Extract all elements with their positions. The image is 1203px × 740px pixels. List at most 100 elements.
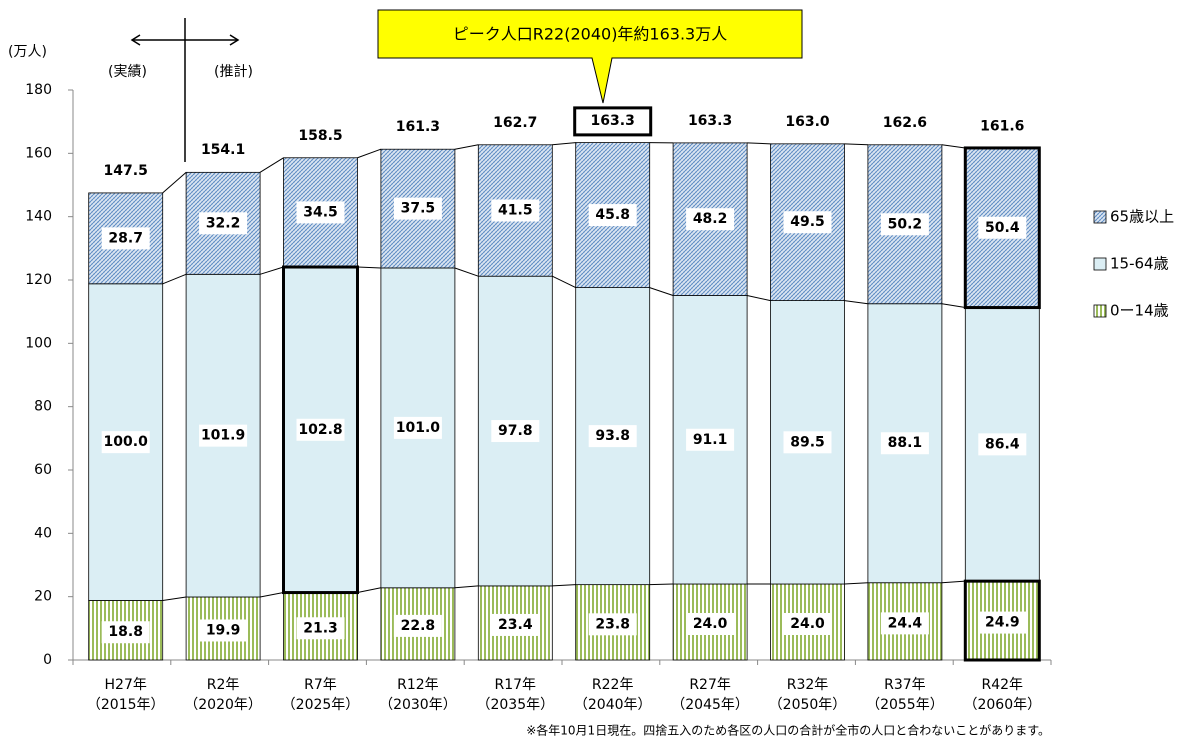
value-label: 18.8: [108, 624, 143, 640]
connector: [649, 583, 674, 586]
legend-swatch: [1093, 257, 1107, 271]
callout-text: ピーク人口R22(2040)年約163.3万人: [453, 25, 728, 44]
value-label: 48.2: [693, 211, 728, 227]
legend-label: 0ー14歳: [1110, 302, 1169, 320]
connector: [454, 585, 479, 589]
highlight-box: [963, 579, 1041, 662]
connector: [552, 275, 576, 289]
value-label: 50.4: [985, 220, 1020, 236]
x-tick-label: R37年: [884, 677, 926, 693]
label-bg: [880, 213, 929, 236]
y-unit: (万人): [8, 44, 47, 60]
connector: [454, 144, 479, 150]
label-bg: [393, 416, 442, 439]
connector: [649, 287, 674, 296]
value-label: 22.8: [401, 618, 436, 634]
connector: [844, 582, 868, 585]
value-label: 23.8: [595, 616, 630, 632]
total-label: 163.3: [591, 113, 635, 129]
label-bg: [686, 208, 735, 231]
connector: [941, 144, 966, 149]
bar-segment: [770, 583, 845, 661]
label-bg: [491, 420, 540, 443]
label-bg: [393, 614, 442, 637]
label-bg: [101, 227, 150, 250]
connector: [357, 587, 381, 594]
highlight-box: [282, 265, 359, 595]
label-bg: [296, 418, 345, 441]
y-tick-label: 20: [34, 589, 52, 605]
x-tick-label: R32年: [787, 677, 829, 693]
label-bg: [880, 432, 929, 455]
connector: [162, 596, 187, 601]
connector: [746, 295, 771, 302]
value-label: 97.8: [498, 423, 533, 439]
total-label: 158.5: [298, 128, 342, 144]
x-tick-label: R42年: [982, 677, 1024, 693]
value-label: 34.5: [303, 204, 338, 220]
value-label: 50.2: [888, 216, 923, 232]
value-label: 24.0: [693, 616, 728, 632]
connector: [941, 580, 966, 584]
y-tick-label: 160: [25, 145, 52, 161]
x-tick-sublabel: （2055年）: [866, 697, 944, 713]
value-label: 19.9: [206, 622, 241, 638]
connector: [844, 300, 868, 305]
value-label: 37.5: [401, 201, 436, 217]
total-label: 161.6: [980, 118, 1024, 134]
y-tick-label: 100: [25, 335, 52, 351]
connector: [259, 157, 284, 173]
divider: [130, 18, 240, 162]
highlight-box: [963, 146, 1041, 310]
x-tick-sublabel: （2035年）: [476, 697, 554, 713]
value-label: 32.2: [206, 215, 241, 231]
total-label: 161.3: [396, 119, 440, 135]
x-tick-sublabel: （2015年）: [87, 697, 165, 713]
label-bg: [101, 431, 150, 454]
label-bg: [686, 428, 735, 451]
value-label: 89.5: [790, 434, 825, 450]
label-bg: [199, 619, 248, 642]
x-tick-label: R2年: [207, 677, 240, 693]
x-tick-label: H27年: [105, 677, 147, 693]
total-label: 162.6: [883, 115, 927, 131]
label-bg: [491, 613, 540, 636]
value-label: 23.4: [498, 617, 533, 633]
total-label: 154.1: [201, 142, 245, 158]
x-tick-sublabel: （2030年）: [379, 697, 457, 713]
label-bg: [686, 613, 735, 635]
value-label: 93.8: [595, 428, 630, 444]
value-label: 21.3: [303, 620, 338, 636]
value-label: 49.5: [790, 214, 825, 230]
total-label: 162.7: [493, 115, 537, 131]
x-tick-sublabel: （2020年）: [184, 697, 262, 713]
y-tick-label: 40: [34, 525, 52, 541]
legend-label: 65歳以上: [1110, 208, 1174, 226]
label-bg: [199, 424, 248, 447]
label-bg: [296, 617, 345, 640]
callout-box: [377, 9, 803, 104]
value-label: 41.5: [498, 202, 533, 218]
x-tick-label: R27年: [689, 677, 731, 693]
value-label: 101.0: [396, 420, 441, 436]
value-label: 28.7: [108, 230, 143, 246]
label-bg: [783, 211, 832, 234]
x-tick-label: R7年: [304, 677, 337, 693]
value-label: 88.1: [888, 435, 923, 451]
value-label: 101.9: [201, 428, 245, 444]
label-bg: [199, 212, 248, 235]
value-label: 24.4: [888, 615, 923, 631]
x-tick-sublabel: （2025年）: [282, 697, 360, 713]
label-bg: [588, 204, 637, 227]
x-tick-sublabel: （2045年）: [671, 697, 749, 713]
label-bg: [393, 197, 442, 220]
label-bg: [588, 425, 637, 448]
y-tick-label: 80: [34, 399, 52, 415]
y-tick-label: 140: [25, 209, 52, 225]
connector: [259, 266, 284, 275]
y-tick-label: 0: [43, 652, 52, 668]
x-tick-sublabel: （2040年）: [574, 697, 652, 713]
x-tick-label: R12年: [397, 677, 439, 693]
label-bg: [296, 201, 345, 224]
